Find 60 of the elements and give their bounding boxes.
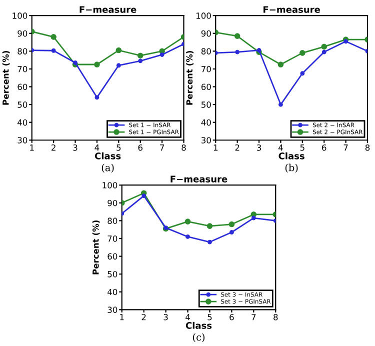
y-tick-label: 40	[108, 288, 118, 296]
x-tick-label: 5	[116, 144, 121, 151]
y-tick-label: 90	[108, 200, 118, 206]
x-tick-label: 1	[214, 144, 218, 151]
y-tick-label: 70	[202, 66, 211, 72]
x-tick-label: 7	[160, 144, 164, 151]
y-axis-title: Percent (%)	[186, 50, 194, 105]
y-tick-label: 100	[12, 12, 28, 19]
y-tick-label: 60	[201, 84, 211, 90]
text: (c)	[193, 333, 204, 342]
y-tick-label: 30	[108, 306, 118, 313]
text: (b)	[285, 164, 298, 173]
x-tick-label: 3	[257, 144, 261, 151]
x-tick-label: 1	[120, 314, 124, 320]
x-tick-label: 2	[235, 144, 240, 151]
y-tick-label: 50	[18, 102, 28, 108]
x-tick-label: 8	[182, 144, 186, 151]
x-tick-label: 4	[94, 144, 100, 151]
x-tick-label: 8	[274, 314, 278, 320]
y-tick-label: 80	[108, 218, 118, 224]
x-tick-label: 2	[52, 144, 56, 151]
chart-title: F−measure	[170, 176, 228, 182]
y-axis-title: Percent (%)	[2, 50, 10, 105]
x-tick-label: 4	[278, 144, 283, 151]
y-tick-label: 100	[196, 12, 211, 19]
x-tick-label: 1	[30, 144, 34, 151]
y-tick-label: 50	[108, 271, 118, 278]
x-tick-label: 2	[142, 314, 146, 320]
y-tick-label: 100	[102, 182, 118, 188]
x-tick-label: 7	[252, 314, 256, 320]
x-tick-label: 6	[138, 144, 142, 151]
x-tick-label: 4	[186, 314, 190, 320]
y-axis-title: Percent (%)	[92, 220, 100, 274]
y-tick-label: 80	[18, 48, 28, 54]
y-tick-label: 70	[108, 235, 118, 242]
x-axis-title: Class	[278, 152, 304, 160]
y-tick-label: 60	[18, 84, 28, 90]
x-tick-label: 5	[300, 144, 304, 151]
y-tick-label: 50	[201, 102, 211, 108]
y-tick-label: 40	[201, 119, 211, 126]
x-tick-label: 7	[344, 144, 348, 151]
y-tick-label: 30	[201, 137, 211, 144]
y-tick-label: 80	[201, 48, 211, 54]
x-tick-label: 3	[73, 144, 78, 151]
y-tick-label: 90	[18, 30, 28, 37]
y-tick-label: 60	[108, 253, 118, 260]
y-tick-label: 90	[201, 30, 211, 37]
y-tick-label: 70	[18, 66, 28, 72]
y-tick-label: 30	[18, 137, 28, 144]
x-axis-title: Class	[94, 152, 121, 160]
chart-title: F−measure	[80, 6, 136, 13]
text: (a)	[102, 164, 114, 173]
x-tick-label: 8	[365, 144, 370, 151]
x-tick-label: 6	[230, 314, 234, 320]
x-tick-label: 6	[322, 144, 326, 151]
x-tick-label: 3	[164, 314, 168, 320]
x-axis-title: Class	[186, 322, 212, 329]
chart-title: F−measure	[264, 6, 320, 13]
y-tick-label: 40	[18, 119, 28, 126]
x-tick-label: 5	[208, 314, 212, 320]
